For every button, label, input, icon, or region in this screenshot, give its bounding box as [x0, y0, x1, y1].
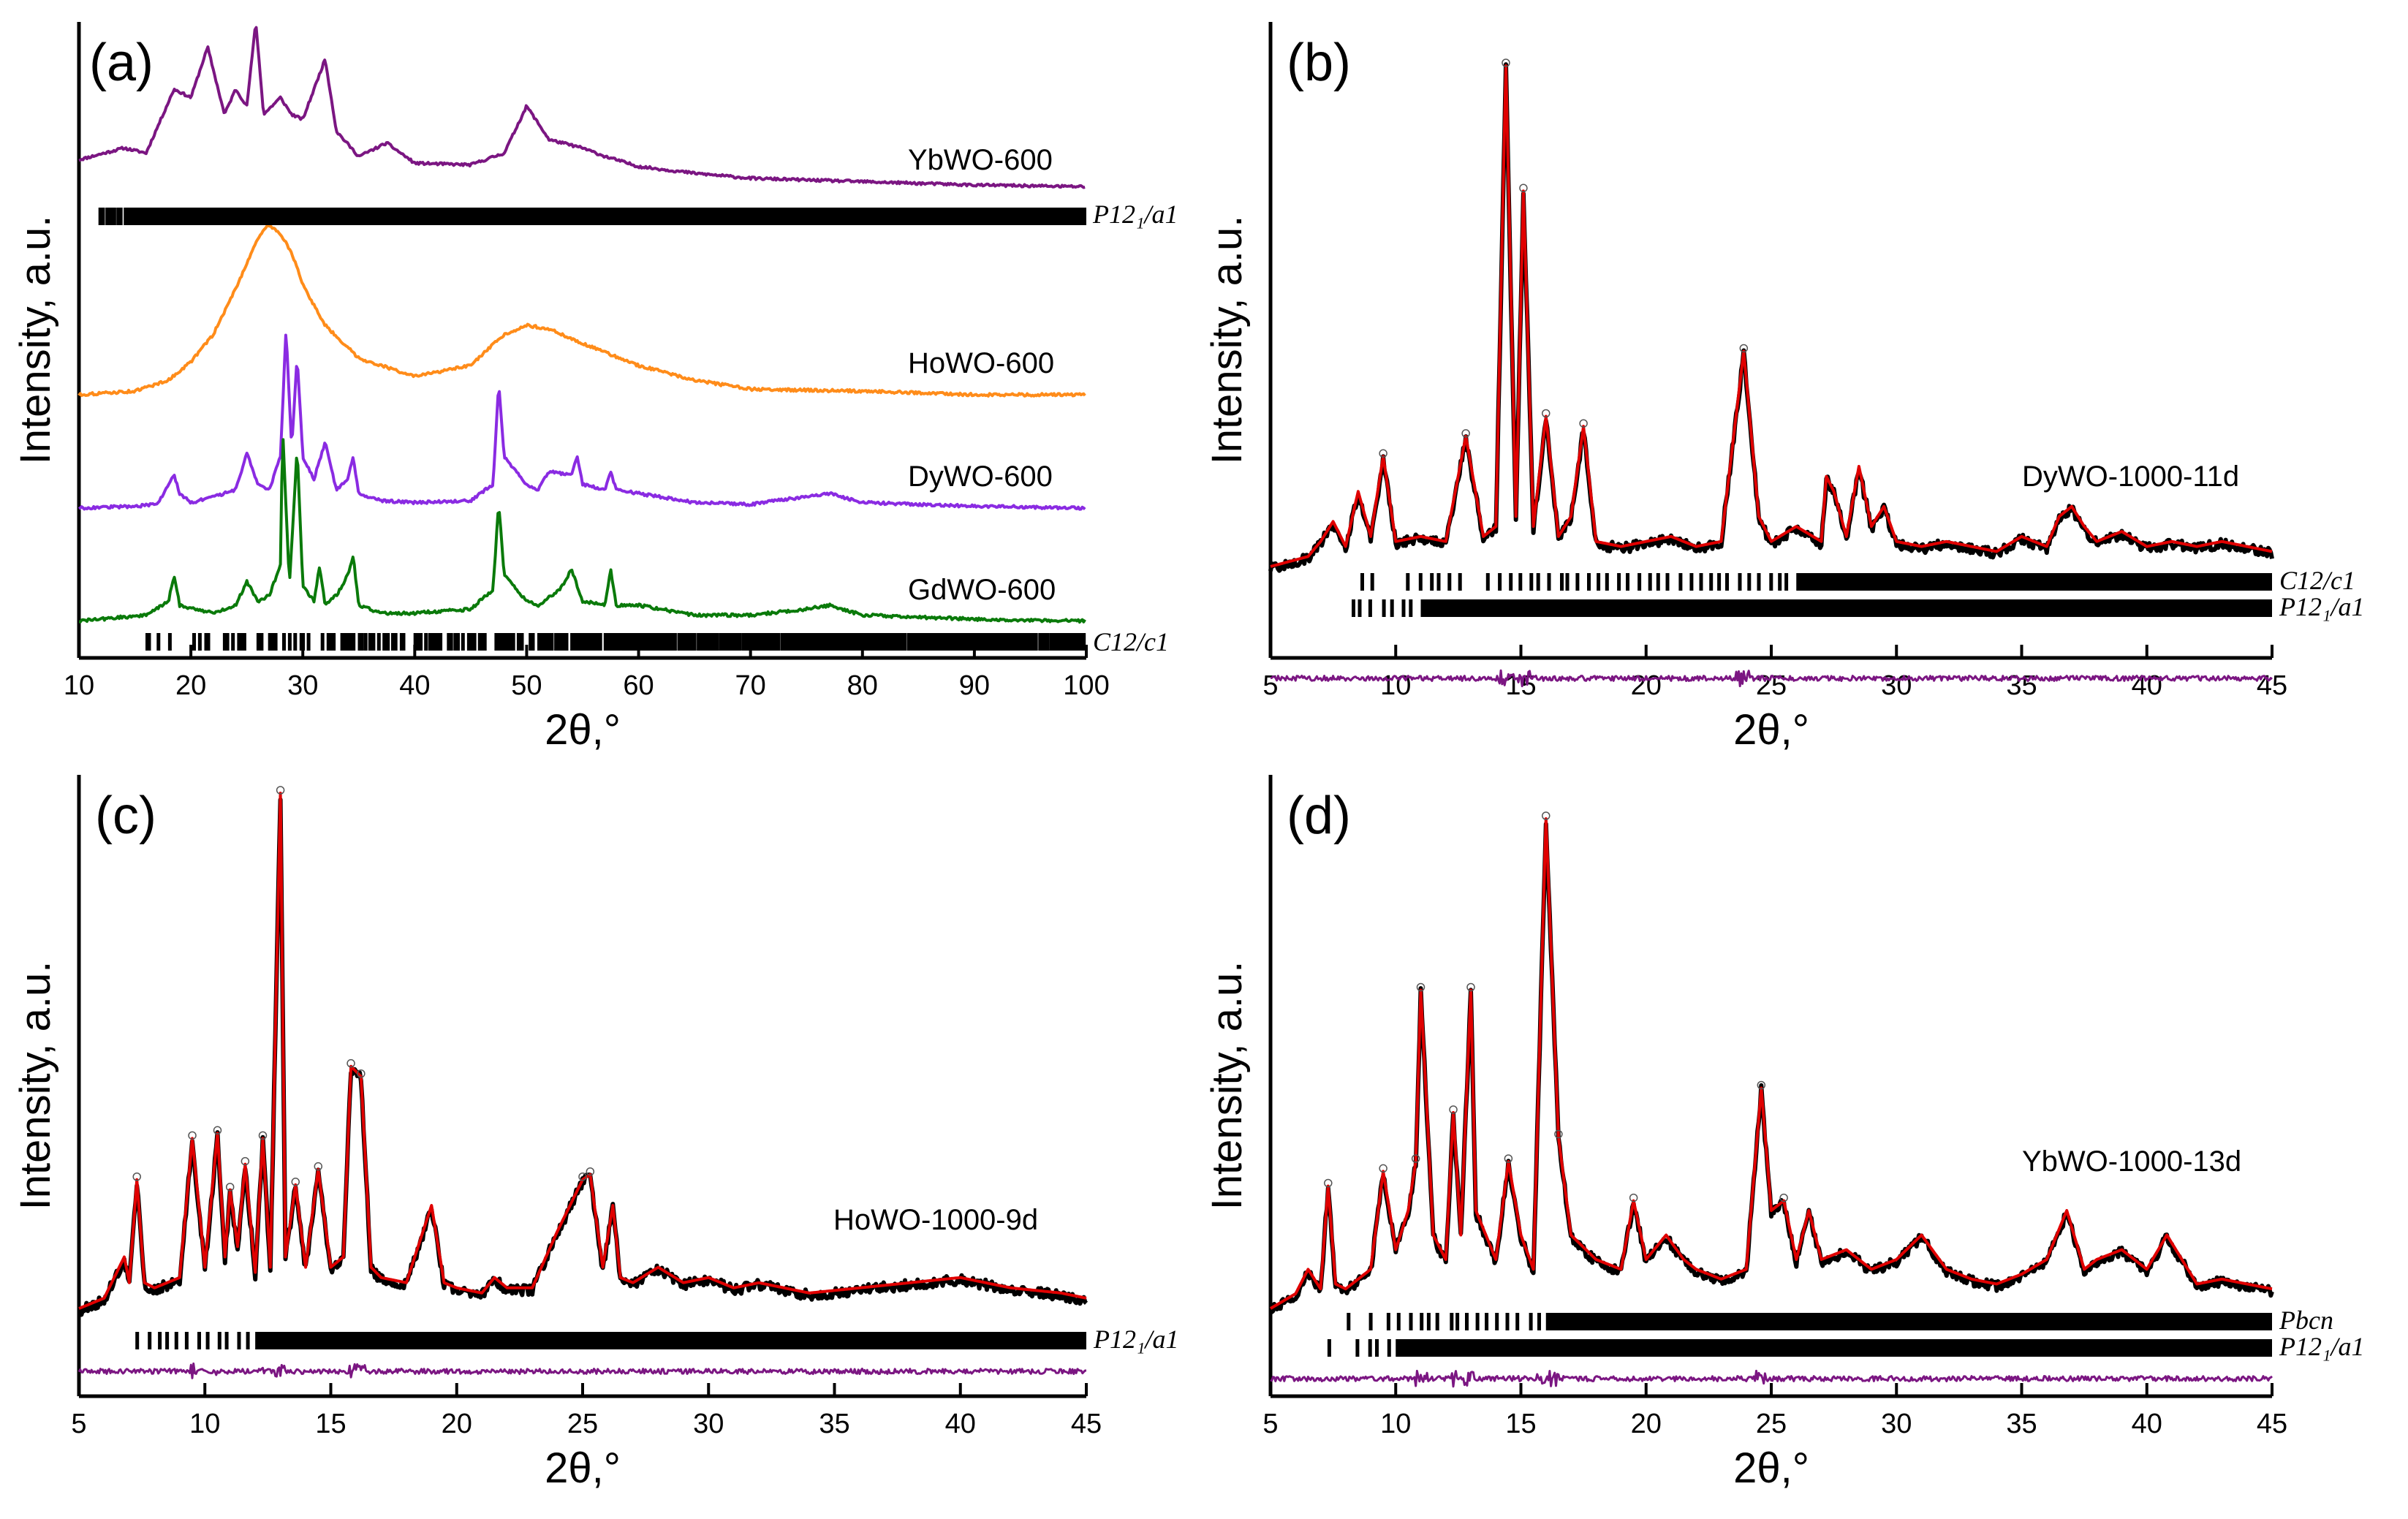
x-tick-label: 70	[735, 670, 766, 701]
x-tick-label: 40	[2132, 1409, 2162, 1439]
x-tick-label: 5	[1262, 670, 1278, 701]
x-tick-label: 40	[945, 1409, 976, 1439]
series-label: GdWO-600	[908, 574, 1056, 606]
figure: 10 20 30 40 50 60 70 80 90 100 2θ,° Intensity, a.u.…	[0, 0, 2408, 1519]
x-tick-label: 10	[64, 670, 94, 701]
x-tick-label: 30	[693, 1409, 724, 1439]
panel-letter: (d)	[1287, 787, 1351, 845]
x-tick-label: 25	[1756, 1409, 1787, 1439]
x-tick-label: 45	[2257, 1409, 2287, 1439]
phase-label: P12₁/a1	[1093, 1325, 1179, 1354]
x-tick-label: 20	[175, 670, 206, 701]
panel-letter: (b)	[1287, 34, 1351, 92]
series-label: YbWO-600	[908, 144, 1053, 176]
x-tick-label: 10	[1380, 1409, 1411, 1439]
x-tick-label: 30	[1881, 670, 1912, 701]
phase-label: P12₁/a1	[2279, 592, 2365, 621]
phase-ticks	[100, 208, 121, 225]
panel-a: 10 20 30 40 50 60 70 80 90 100 2θ,° Intensity, a.u.…	[12, 22, 1178, 754]
phase-ticks	[137, 1332, 248, 1349]
phase-label: P12₁/a1	[1092, 200, 1178, 229]
phase-label: C12/c1	[2279, 566, 2355, 595]
observed-profile	[1271, 824, 2272, 1312]
difference-curve	[79, 1363, 1086, 1378]
phase-ticks-block	[255, 1332, 1086, 1349]
x-tick-label: 45	[1071, 1409, 1102, 1439]
panel-letter: (a)	[89, 34, 154, 92]
x-tick-label: 20	[1631, 1409, 1662, 1439]
panel-d: 5 10 15 20 25 30 35 40 45 2θ,° Intensity, a.u. (d) Y…	[1203, 775, 2365, 1492]
x-axis-label: 2θ,°	[545, 1444, 621, 1492]
x-tick-label: 35	[819, 1409, 849, 1439]
y-axis-label: Intensity, a.u.	[1203, 961, 1251, 1211]
x-tick-label: 30	[1881, 1409, 1912, 1439]
phase-ticks-block	[124, 208, 1086, 225]
x-tick-label: 10	[189, 1409, 220, 1439]
x-tick-label: 30	[287, 670, 318, 701]
x-axis-label: 2θ,°	[545, 706, 621, 754]
sample-label: HoWO-1000-9d	[833, 1204, 1038, 1236]
x-tick-label: 50	[511, 670, 542, 701]
y-axis-label: Intensity, a.u.	[12, 961, 59, 1211]
x-tick-label: 35	[2006, 1409, 2037, 1439]
sample-label: YbWO-1000-13d	[2022, 1145, 2241, 1178]
observed-profile	[1271, 64, 2272, 571]
y-axis-label: Intensity, a.u.	[12, 216, 59, 465]
panel-letter: (c)	[95, 787, 156, 845]
x-tick-label: 35	[2006, 670, 2037, 701]
x-axis-label: 2θ,°	[1733, 706, 1809, 754]
x-tick-label: 5	[1262, 1409, 1278, 1439]
phase-ticks	[1349, 1313, 1540, 1330]
x-tick-label: 25	[567, 1409, 598, 1439]
x-tick-label: 80	[847, 670, 878, 701]
x-tick-label: 15	[1505, 1409, 1536, 1439]
phase-ticks-block	[1546, 1313, 2272, 1330]
x-tick-label: 15	[315, 1409, 346, 1439]
phase-label: P12₁/a1	[2279, 1332, 2365, 1361]
phase-ticks-block	[1796, 573, 2272, 591]
x-tick-label: 100	[1063, 670, 1109, 701]
x-tick-label: 10	[1380, 670, 1411, 701]
y-axis-label: Intensity, a.u.	[1203, 216, 1251, 465]
x-tick-label: 60	[623, 670, 654, 701]
panel-c: 5 10 15 20 25 30 35 40 45 2θ,° Intensity, a.u. (c) H…	[12, 775, 1179, 1492]
x-tick-label: 40	[2132, 670, 2162, 701]
phase-ticks-block	[1421, 599, 2273, 617]
x-tick-label: 90	[959, 670, 990, 701]
series-label: DyWO-600	[908, 461, 1053, 493]
phase-ticks-block	[1396, 1339, 2272, 1357]
observed-profile	[79, 800, 1086, 1315]
x-tick-label: 5	[71, 1409, 86, 1439]
phase-ticks	[148, 633, 1084, 651]
phase-ticks	[1329, 1339, 1389, 1357]
x-tick-label: 40	[399, 670, 430, 701]
phase-label: Pbcn	[2279, 1306, 2333, 1335]
x-tick-label: 20	[1631, 670, 1662, 701]
sample-label: DyWO-1000-11d	[2022, 461, 2239, 493]
phase-label: C12/c1	[1093, 627, 1169, 656]
x-tick-label: 45	[2257, 670, 2287, 701]
phase-ticks	[1354, 599, 1411, 617]
x-tick-label: 20	[442, 1409, 472, 1439]
phase-ticks	[1363, 573, 1787, 591]
series-label: HoWO-600	[908, 347, 1054, 379]
x-axis-label: 2θ,°	[1733, 1444, 1809, 1492]
